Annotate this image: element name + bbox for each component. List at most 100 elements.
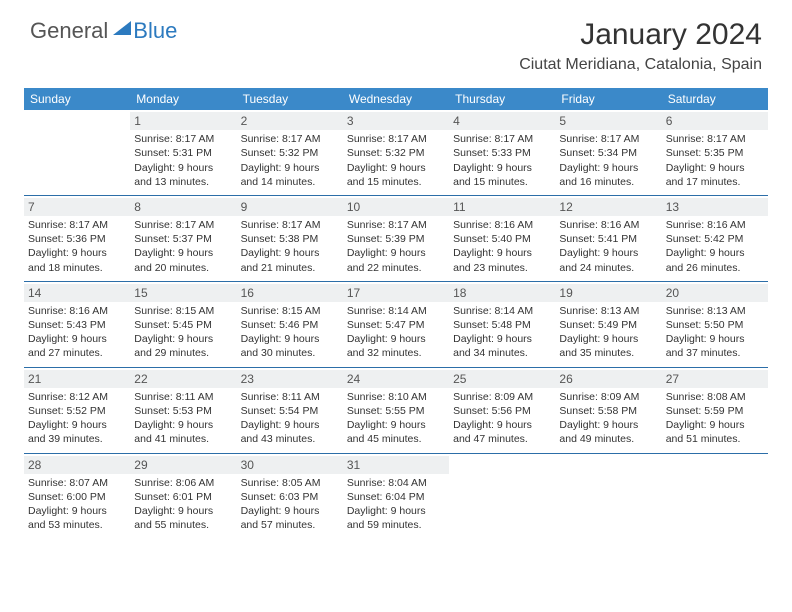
- day-number: 22: [130, 370, 236, 388]
- daylight-text: Daylight: 9 hours and 47 minutes.: [453, 418, 551, 446]
- day-number: 16: [237, 284, 343, 302]
- sunset-text: Sunset: 5:55 PM: [347, 404, 445, 418]
- calendar-day-cell: 23Sunrise: 8:11 AMSunset: 5:54 PMDayligh…: [237, 367, 343, 453]
- day-details: Sunrise: 8:17 AMSunset: 5:36 PMDaylight:…: [28, 218, 126, 275]
- calendar-day-cell: 28Sunrise: 8:07 AMSunset: 6:00 PMDayligh…: [24, 453, 130, 538]
- logo-word-blue: Blue: [133, 18, 177, 44]
- day-details: Sunrise: 8:16 AMSunset: 5:42 PMDaylight:…: [666, 218, 764, 275]
- sunset-text: Sunset: 5:38 PM: [241, 232, 339, 246]
- sunrise-text: Sunrise: 8:05 AM: [241, 476, 339, 490]
- location-subtitle: Ciutat Meridiana, Catalonia, Spain: [519, 56, 762, 74]
- sunrise-text: Sunrise: 8:07 AM: [28, 476, 126, 490]
- day-details: Sunrise: 8:13 AMSunset: 5:50 PMDaylight:…: [666, 304, 764, 361]
- title-block: January 2024 Ciutat Meridiana, Catalonia…: [519, 18, 762, 74]
- sunset-text: Sunset: 5:59 PM: [666, 404, 764, 418]
- sunrise-text: Sunrise: 8:16 AM: [28, 304, 126, 318]
- day-details: Sunrise: 8:17 AMSunset: 5:35 PMDaylight:…: [666, 132, 764, 189]
- calendar-week-row: 1Sunrise: 8:17 AMSunset: 5:31 PMDaylight…: [24, 110, 768, 195]
- sunrise-text: Sunrise: 8:17 AM: [347, 132, 445, 146]
- calendar-day-cell: 1Sunrise: 8:17 AMSunset: 5:31 PMDaylight…: [130, 110, 236, 195]
- weekday-header: Monday: [130, 88, 236, 110]
- day-details: Sunrise: 8:04 AMSunset: 6:04 PMDaylight:…: [347, 476, 445, 533]
- day-details: Sunrise: 8:17 AMSunset: 5:39 PMDaylight:…: [347, 218, 445, 275]
- sunrise-text: Sunrise: 8:11 AM: [134, 390, 232, 404]
- sunrise-text: Sunrise: 8:14 AM: [453, 304, 551, 318]
- day-number: 3: [343, 112, 449, 130]
- sunset-text: Sunset: 6:00 PM: [28, 490, 126, 504]
- daylight-text: Daylight: 9 hours and 55 minutes.: [134, 504, 232, 532]
- sunrise-text: Sunrise: 8:17 AM: [241, 132, 339, 146]
- weekday-header: Sunday: [24, 88, 130, 110]
- day-details: Sunrise: 8:11 AMSunset: 5:53 PMDaylight:…: [134, 390, 232, 447]
- daylight-text: Daylight: 9 hours and 22 minutes.: [347, 246, 445, 274]
- day-details: Sunrise: 8:15 AMSunset: 5:45 PMDaylight:…: [134, 304, 232, 361]
- sunrise-text: Sunrise: 8:11 AM: [241, 390, 339, 404]
- calendar-week-row: 7 Sunrise: 8:17 AMSunset: 5:36 PMDaylight…: [24, 195, 768, 281]
- calendar-day-cell: 15 Sunrise: 8:15 AMSunset: 5:45 PMDayligh…: [130, 281, 236, 367]
- daylight-text: Daylight: 9 hours and 20 minutes.: [134, 246, 232, 274]
- day-details: Sunrise: 8:11 AMSunset: 5:54 PMDaylight:…: [241, 390, 339, 447]
- weekday-header: Tuesday: [237, 88, 343, 110]
- day-details: Sunrise: 8:14 AMSunset: 5:48 PMDaylight:…: [453, 304, 551, 361]
- calendar-day-cell: 14Sunrise: 8:16 AMSunset: 5:43 PMDayligh…: [24, 281, 130, 367]
- calendar-week-row: 14 Sunrise: 8:16 AMSunset: 5:43 PM Dayligh…: [24, 281, 768, 367]
- calendar-day-cell: 26Sunrise: 8:09 AMSunset: 5:58 PMDayligh…: [555, 367, 661, 453]
- daylight-text: Daylight: 9 hours and 15 minutes.: [453, 161, 551, 189]
- sunset-text: Sunset: 5:43 PM: [28, 318, 126, 332]
- calendar-day-cell: 29Sunrise: 8:06 AMSunset: 6:01 PMDayligh…: [130, 453, 236, 538]
- day-number: 24: [343, 370, 449, 388]
- daylight-text: Daylight: 9 hours and 53 minutes.: [28, 504, 126, 532]
- calendar-day-cell: 11Sunrise: 8:16 AMSunset: 5:40 PMDayligh…: [449, 195, 555, 281]
- day-number: 26: [555, 370, 661, 388]
- daylight-text: Daylight: 9 hours and 51 minutes.: [666, 418, 764, 446]
- sunset-text: Sunset: 5:48 PM: [453, 318, 551, 332]
- sunset-text: Sunset: 5:39 PM: [347, 232, 445, 246]
- day-number: 6: [662, 112, 768, 130]
- day-details: Sunrise: 8:06 AMSunset: 6:01 PMDaylight:…: [134, 476, 232, 533]
- day-details: Sunrise: 8:17 AMSunset: 5:32 PMDaylight:…: [241, 132, 339, 189]
- day-number: 10: [343, 198, 449, 216]
- day-number: 2: [237, 112, 343, 130]
- day-number: 1: [130, 112, 236, 130]
- sunset-text: Sunset: 5:41 PM: [559, 232, 657, 246]
- daylight-text: Daylight: 9 hours and 32 minutes.: [347, 332, 445, 360]
- weekday-header: Wednesday: [343, 88, 449, 110]
- day-number: 11: [449, 198, 555, 216]
- sunrise-text: Sunrise: 8:15 AM: [134, 304, 232, 318]
- day-details: Sunrise: 8:15 AMSunset: 5:46 PMDaylight:…: [241, 304, 339, 361]
- sunrise-text: Sunrise: 8:04 AM: [347, 476, 445, 490]
- day-number: 18: [449, 284, 555, 302]
- day-number: 31: [343, 456, 449, 474]
- day-details: Sunrise: 8:07 AMSunset: 6:00 PMDaylight:…: [28, 476, 126, 533]
- brand-logo: General Blue: [30, 18, 177, 44]
- calendar-day-cell: 17Sunrise: 8:14 AMSunset: 5:47 PMDayligh…: [343, 281, 449, 367]
- sunrise-text: Sunrise: 8:16 AM: [453, 218, 551, 232]
- calendar-day-cell: 16 Sunrise: 8:15 AMSunset: 5:46 PMDayligh…: [237, 281, 343, 367]
- sunrise-text: Sunrise: 8:17 AM: [347, 218, 445, 232]
- sunrise-text: Sunrise: 8:16 AM: [559, 218, 657, 232]
- sunset-text: Sunset: 5:40 PM: [453, 232, 551, 246]
- daylight-text: Daylight: 9 hours and 17 minutes.: [666, 161, 764, 189]
- day-number: 15: [130, 284, 236, 302]
- day-number: 21: [24, 370, 130, 388]
- day-number: 4: [449, 112, 555, 130]
- sunset-text: Sunset: 5:50 PM: [666, 318, 764, 332]
- daylight-text: Daylight: 9 hours and 37 minutes.: [666, 332, 764, 360]
- day-details: Sunrise: 8:14 AMSunset: 5:47 PMDaylight:…: [347, 304, 445, 361]
- day-number: 7: [24, 198, 130, 216]
- day-details: Sunrise: 8:17 AMSunset: 5:38 PMDaylight:…: [241, 218, 339, 275]
- day-details: Sunrise: 8:05 AMSunset: 6:03 PMDaylight:…: [241, 476, 339, 533]
- day-number: 14: [24, 284, 130, 302]
- sunrise-text: Sunrise: 8:17 AM: [28, 218, 126, 232]
- calendar-day-cell: [555, 453, 661, 538]
- sunrise-text: Sunrise: 8:17 AM: [134, 218, 232, 232]
- day-number: 13: [662, 198, 768, 216]
- calendar-day-cell: [449, 453, 555, 538]
- daylight-text: Daylight: 9 hours and 35 minutes.: [559, 332, 657, 360]
- calendar-day-cell: 6 Sunrise: 8:17 AMSunset: 5:35 PMDaylight…: [662, 110, 768, 195]
- sunrise-text: Sunrise: 8:13 AM: [666, 304, 764, 318]
- calendar-day-cell: 27Sunrise: 8:08 AMSunset: 5:59 PMDayligh…: [662, 367, 768, 453]
- sunset-text: Sunset: 5:42 PM: [666, 232, 764, 246]
- logo-triangle-icon: [113, 21, 131, 35]
- calendar-day-cell: 25Sunrise: 8:09 AMSunset: 5:56 PMDayligh…: [449, 367, 555, 453]
